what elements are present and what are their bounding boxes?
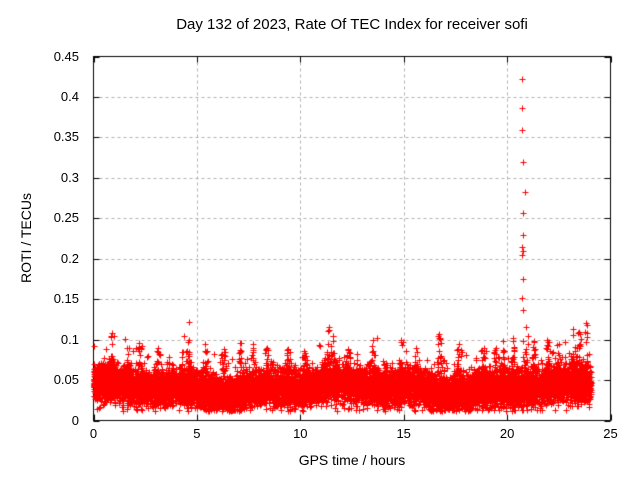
y-tick-label: 0.25 — [53, 210, 79, 226]
y-tick-label: 0.4 — [60, 88, 79, 104]
y-tick-label: 0.3 — [60, 169, 79, 185]
x-tick-label: 5 — [193, 426, 201, 441]
x-tick-label: 25 — [603, 426, 618, 441]
y-tick-label: 0.2 — [60, 250, 79, 266]
y-tick-label: 0.35 — [53, 129, 79, 145]
x-tick-label: 15 — [396, 426, 411, 441]
x-axis-label: GPS time / hours — [298, 452, 406, 468]
x-tick-label: 20 — [499, 426, 515, 441]
y-tick-label: 0.45 — [53, 48, 79, 64]
y-tick-label: 0 — [71, 412, 79, 428]
x-tick-label: 10 — [293, 426, 308, 441]
y-tick-label: 0.05 — [53, 372, 79, 388]
y-tick-label: 0.15 — [53, 291, 79, 307]
x-tick-label: 0 — [89, 426, 98, 441]
y-tick-label: 0.1 — [60, 331, 79, 347]
chart-title: Day 132 of 2023, Rate Of TEC Index for r… — [176, 16, 528, 33]
